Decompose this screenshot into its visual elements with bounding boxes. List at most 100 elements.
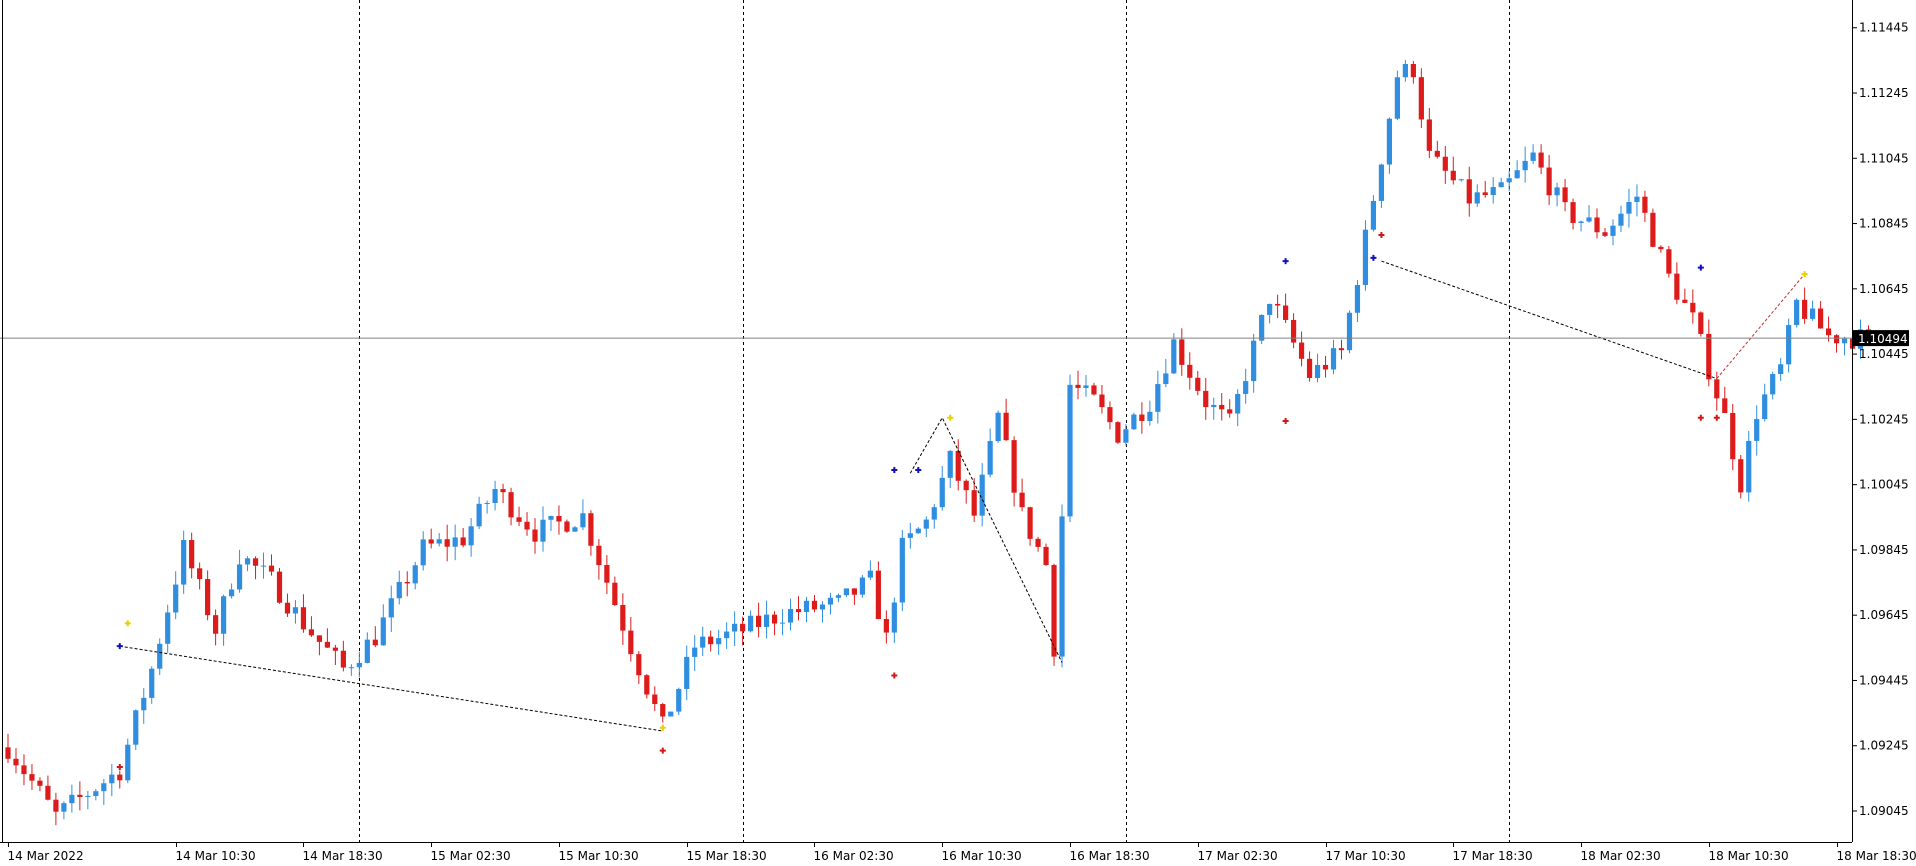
- time-tick-label: 15 Mar 18:30: [687, 849, 767, 863]
- candle-bull: [1498, 182, 1504, 188]
- time-tick-label: 15 Mar 02:30: [431, 849, 511, 863]
- candle-bear: [1833, 335, 1840, 344]
- candle-bear: [652, 694, 658, 705]
- candle-bear: [500, 489, 506, 493]
- candle-bull: [396, 581, 402, 599]
- day-separators: [359, 0, 1510, 842]
- candle-bull: [1841, 338, 1848, 344]
- signal-marker-blue: [915, 466, 922, 473]
- candle-bull: [1754, 419, 1760, 441]
- candle-bear: [628, 630, 634, 655]
- candle-bear: [1306, 358, 1313, 378]
- candle-bull: [1810, 308, 1816, 319]
- signal-marker-yellow: [659, 724, 666, 731]
- signal-marker-red: [891, 672, 898, 679]
- candle-bull: [572, 527, 578, 532]
- time-tick-label: 14 Mar 10:30: [176, 849, 256, 863]
- candle-bear: [1594, 217, 1600, 233]
- candle-bull: [1330, 348, 1337, 370]
- candle-bear: [771, 614, 778, 624]
- candle-bull: [987, 441, 993, 475]
- candle-bull: [867, 570, 873, 578]
- candle-bear: [428, 539, 434, 544]
- candle-bull: [580, 513, 586, 528]
- signal-marker-red: [1713, 414, 1720, 421]
- candle-bear: [1714, 379, 1720, 399]
- candle-bear: [45, 785, 51, 800]
- candle-bear: [971, 490, 977, 516]
- candle-bull: [732, 623, 738, 632]
- candle-bull: [356, 662, 362, 668]
- candle-bear: [1802, 299, 1808, 319]
- candle-bear: [1139, 414, 1145, 421]
- candle-bull: [1394, 77, 1400, 119]
- candle-bull: [412, 565, 418, 584]
- candle-bear: [1003, 412, 1009, 441]
- candle-bull: [787, 609, 794, 623]
- candle-bull: [388, 598, 394, 618]
- candle-bull: [1770, 374, 1776, 395]
- candle-bear: [1570, 202, 1576, 223]
- candle-bull: [1514, 170, 1520, 179]
- candle-bear: [1466, 179, 1472, 204]
- candle-bear: [883, 619, 889, 633]
- candle-bear: [37, 780, 43, 786]
- candle-bear: [308, 629, 315, 636]
- price-tick-label: 1.11245: [1859, 86, 1909, 100]
- price-axis: 1.09045 1.09245 1.09445 1.09645 1.09845 1.100…: [1852, 21, 1909, 818]
- candle-bear: [1338, 348, 1345, 351]
- candle-bear: [460, 537, 466, 546]
- candle-bull: [923, 519, 929, 529]
- candle-bull: [931, 507, 937, 520]
- candle-bear: [875, 570, 881, 620]
- candle-bull: [173, 584, 179, 613]
- candle-bear: [324, 641, 330, 648]
- candle-bull: [348, 667, 354, 669]
- candle-bull: [1386, 118, 1393, 165]
- candle-bull: [891, 602, 897, 633]
- time-tick-label: 14 Mar 18:30: [303, 849, 383, 863]
- candle-bear: [1043, 546, 1049, 566]
- candle-bear: [1730, 412, 1736, 460]
- candle-bull: [1123, 429, 1129, 443]
- candle-bear: [1011, 440, 1017, 493]
- candle-bear: [1682, 299, 1688, 303]
- candle-bear: [1298, 342, 1305, 359]
- candle-bull: [684, 656, 690, 689]
- candle-bull: [1530, 152, 1536, 161]
- candle-bull: [1794, 299, 1800, 326]
- price-tick-label: 1.09845: [1859, 543, 1909, 557]
- candle-bear: [795, 609, 802, 613]
- candle-bull: [1235, 393, 1241, 414]
- candle-bull: [716, 638, 722, 645]
- candles: [5, 59, 1880, 826]
- candle-bear: [1227, 409, 1233, 414]
- candle-bear: [1706, 333, 1712, 380]
- candle-bull: [939, 477, 945, 508]
- candle-bear: [1538, 152, 1544, 168]
- candle-bear: [596, 545, 602, 566]
- time-tick-label: 18 Mar 02:30: [1581, 849, 1661, 863]
- candle-bear: [197, 568, 203, 580]
- candle-bull: [420, 539, 426, 566]
- candle-bear: [851, 588, 858, 595]
- candle-bull: [1370, 200, 1377, 230]
- candle-bear: [1650, 212, 1656, 247]
- candle-bull: [157, 643, 163, 669]
- candle-bull: [468, 526, 474, 546]
- candle-bear: [404, 581, 410, 584]
- candle-bull: [1490, 187, 1496, 196]
- signal-marker-blue: [891, 466, 898, 473]
- candle-bull: [1554, 187, 1560, 196]
- candle-bull: [1746, 440, 1752, 493]
- candle-bull: [779, 622, 786, 624]
- candle-bull: [1626, 201, 1632, 214]
- candle-bear: [372, 639, 378, 646]
- candle-bull: [995, 412, 1001, 442]
- candle-bear: [532, 529, 538, 542]
- candle-bull: [141, 697, 147, 711]
- candle-bull: [292, 607, 299, 614]
- candle-bear: [276, 571, 283, 603]
- candle-bear: [1817, 308, 1824, 329]
